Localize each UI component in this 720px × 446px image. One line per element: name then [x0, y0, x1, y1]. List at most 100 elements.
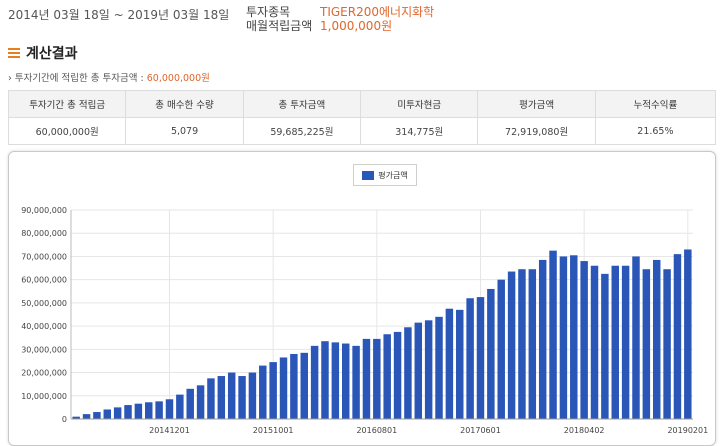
chart-bar: [341, 343, 350, 419]
table-header: 총 투자금액: [242, 90, 362, 118]
table-cell: 60,000,000원: [7, 117, 127, 145]
fund-values: TIGER200에너지화학 1,000,000원: [320, 5, 434, 33]
chart-bar: [103, 409, 112, 419]
total-investment-line: › 투자기간에 적립한 총 투자금액 : 60,000,000원: [8, 70, 210, 84]
list-icon: [8, 48, 20, 58]
chart-bar: [217, 376, 226, 419]
x-tick-label: 20151001: [253, 426, 294, 435]
chart-bar: [549, 250, 557, 419]
fund-label: 투자종목: [246, 5, 291, 19]
table-header: 총 매수한 수량: [125, 90, 244, 118]
monthly-value: 1,000,000원: [320, 19, 393, 33]
chart-bar: [134, 403, 143, 419]
legend-label: 평가금액: [378, 170, 408, 180]
table-header: 미투자현금: [360, 90, 479, 118]
table-header: 투자기간 총 적립금: [7, 90, 127, 118]
chart-bar: [321, 341, 329, 419]
y-tick-label: 80,000,000: [21, 229, 67, 238]
header: 2014년 03월 18일 ~ 2019년 03월 18일 투자종목 매월적립금…: [0, 0, 720, 36]
chart-bar: [362, 338, 371, 419]
chart-bar: [196, 385, 205, 419]
chart-bar: [456, 309, 464, 419]
chart-bar: [279, 357, 288, 419]
chart-bar: [393, 331, 402, 419]
legend-swatch: [362, 170, 375, 180]
x-tick-label: 20190201: [667, 426, 708, 435]
chart-bar: [632, 256, 640, 419]
chart-bar: [424, 320, 433, 419]
chart-legend[interactable]: 평가금액: [353, 164, 417, 186]
chart-bar: [383, 334, 391, 419]
chart-bar: [310, 345, 319, 419]
chart-bar: [611, 265, 619, 419]
table-row: 60,000,000원 5,079 59,685,225원 314,775원 7…: [7, 117, 717, 145]
chart-bar: [124, 405, 132, 419]
chart-bar: [300, 352, 308, 419]
chart-bar: [93, 412, 101, 419]
chart-bar: [559, 256, 568, 419]
chart-bar: [673, 254, 682, 419]
y-tick-label: 20,000,000: [21, 369, 67, 378]
chart-bar: [373, 338, 381, 419]
results-table: 투자기간 총 적립금 총 매수한 수량 총 투자금액 미투자현금 평가금액 누적…: [7, 90, 717, 145]
section-title: 계산결과: [8, 43, 78, 63]
chart-bar: [155, 401, 163, 419]
chart-bar: [487, 288, 495, 419]
chart-bar: [227, 372, 236, 419]
x-tick-label: 20180402: [564, 426, 605, 435]
table-cell: 59,685,225원: [242, 117, 362, 145]
chart-bar: [684, 249, 692, 419]
y-tick-label: 10,000,000: [21, 392, 67, 401]
monthly-label: 매월적립금액: [246, 19, 313, 33]
y-tick-label: 90,000,000: [21, 206, 67, 215]
x-tick-label: 20170601: [460, 426, 501, 435]
table-cell: 314,775원: [360, 117, 479, 145]
chart-bar: [476, 297, 485, 419]
chart-bar: [590, 265, 599, 419]
y-tick-label: 60,000,000: [21, 276, 67, 285]
chart-bar: [165, 399, 174, 419]
chart-bar: [290, 353, 298, 419]
chart-bar: [601, 273, 609, 419]
bullet-icon: ›: [8, 73, 15, 84]
chart-bar: [642, 269, 651, 419]
chart-bar: [186, 388, 194, 419]
chart-bar: [528, 269, 537, 419]
y-tick-label: 50,000,000: [21, 299, 67, 308]
y-tick-label: 30,000,000: [21, 345, 67, 354]
table-cell: 21.65%: [594, 117, 717, 145]
chart-panel: 0 10,000,000 20,000,000 30,000,000 40,000,00…: [8, 151, 716, 446]
chart-bar: [580, 261, 588, 419]
chart-bar: [538, 259, 547, 419]
bar-chart: 0 10,000,000 20,000,000 30,000,000 40,000,00…: [21, 206, 708, 435]
chart-bar: [466, 298, 474, 419]
chart-bar: [248, 372, 257, 419]
chart-bar: [145, 402, 153, 419]
table-cell: 72,919,080원: [477, 117, 596, 145]
chart-bar: [331, 342, 340, 419]
chart-bar: [404, 327, 412, 419]
fund-value: TIGER200에너지화학: [320, 5, 435, 19]
table-header: 누적수익률: [594, 90, 717, 118]
table-header: 평가금액: [477, 90, 596, 118]
section-title-text: 계산결과: [26, 46, 78, 62]
chart-bar: [435, 316, 443, 419]
chart-bar: [663, 269, 671, 419]
chart-bar: [652, 259, 661, 419]
period-range: 2014년 03월 18일 ~ 2019년 03월 18일: [8, 8, 230, 22]
chart-bar: [445, 308, 454, 419]
chart-bar: [113, 407, 122, 419]
y-tick-label: 40,000,000: [21, 322, 67, 331]
table-cell: 5,079: [125, 117, 244, 145]
chart-bar: [207, 378, 215, 419]
chart-bar: [72, 416, 80, 419]
y-tick-label: 0: [62, 415, 67, 424]
chart-bar: [259, 365, 267, 419]
total-value: 60,000,000원: [146, 73, 210, 84]
x-tick-label: 20141201: [149, 426, 190, 435]
chart-bar: [352, 345, 360, 419]
chart-bar: [570, 255, 578, 419]
chart-bar: [414, 322, 423, 419]
chart-bar: [269, 362, 277, 419]
chart-bar: [621, 265, 630, 419]
